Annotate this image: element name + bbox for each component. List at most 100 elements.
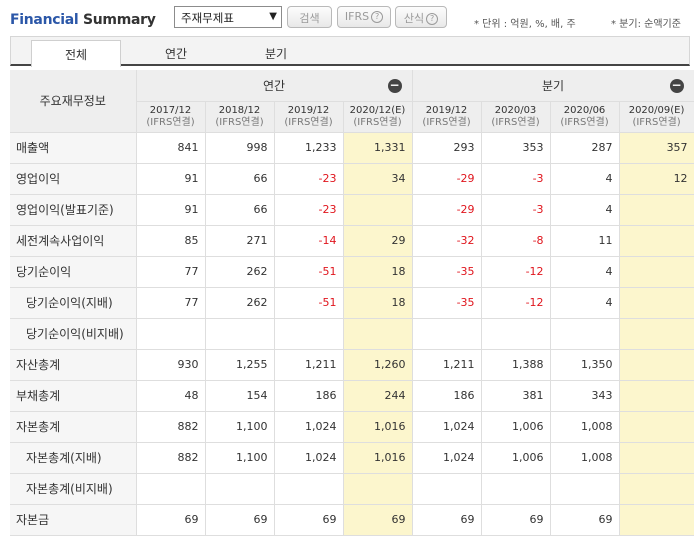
table-cell [619, 504, 694, 536]
row-label: 매출액 [10, 132, 137, 164]
formula-button[interactable]: 산식? [395, 6, 447, 28]
table-cell: -12 [481, 287, 551, 319]
toolbar: Financial Summary 주재무제표 ▼ 검색 IFRS? 산식? *… [0, 0, 694, 36]
table-cell: 69 [550, 504, 620, 536]
table-cell: 1,008 [550, 442, 620, 474]
table-cell [481, 318, 551, 350]
table-cell: -8 [481, 225, 551, 257]
table-row: 자본금 69 69 69 69 69 69 69 [10, 504, 694, 536]
table-cell [412, 318, 482, 350]
column-header: 2019/12 (IFRS연결) [412, 101, 482, 133]
collapse-annual-icon[interactable]: − [387, 78, 402, 93]
table-cell: 69 [205, 504, 275, 536]
table-cell [619, 473, 694, 505]
table-cell: 262 [205, 256, 275, 288]
row-label: 자본총계(비지배) [10, 473, 137, 505]
column-basis: (IFRS연결) [146, 116, 195, 128]
quarter-group-header: 분기 − [412, 70, 694, 102]
financial-summary-table: 주요재무정보 연간 − 분기 − 2017/12 (IFRS연결) 2018/12(… [10, 70, 694, 536]
table-cell: 77 [136, 287, 206, 319]
table-cell [619, 411, 694, 443]
tab-all[interactable]: 전체 [31, 40, 121, 67]
table-cell: 262 [205, 287, 275, 319]
quarter-basis-note: * 분기: 순액기준 [611, 19, 681, 30]
column-header: 2020/03 (IFRS연결) [481, 101, 551, 133]
ifrs-button[interactable]: IFRS? [337, 6, 391, 28]
table-cell: -23 [274, 163, 344, 195]
row-label: 영업이익 [10, 163, 137, 195]
table-cell: 1,016 [343, 411, 413, 443]
table-cell: 1,388 [481, 349, 551, 381]
row-label: 자산총계 [10, 349, 137, 381]
column-header: 2017/12 (IFRS연결) [136, 101, 206, 133]
search-button[interactable]: 검색 [287, 6, 332, 28]
table-cell: 4 [550, 194, 620, 226]
column-period: 2019/12 [287, 104, 330, 116]
table-row: 부채총계 48 154 186 244 186 381 343 [10, 380, 694, 412]
column-basis: (IFRS연결) [215, 116, 264, 128]
row-label: 부채총계 [10, 380, 137, 412]
chevron-down-icon: ▼ [269, 11, 277, 22]
table-cell [205, 473, 275, 505]
table-cell: 12 [619, 163, 694, 195]
column-period: 2020/12(E) [349, 104, 406, 116]
table-cell [619, 318, 694, 350]
table-cell: 4 [550, 256, 620, 288]
table-row: 영업이익(발표기준) 91 66 -23 -29 -3 4 [10, 194, 694, 226]
table-cell: 11 [550, 225, 620, 257]
table-cell [343, 318, 413, 350]
table-cell [619, 256, 694, 288]
table-cell [205, 318, 275, 350]
table-cell: 18 [343, 287, 413, 319]
table-cell: 287 [550, 132, 620, 164]
row-label: 영업이익(발표기준) [10, 194, 137, 226]
statement-type-select[interactable]: 주재무제표 ▼ [174, 6, 282, 28]
table-cell: 18 [343, 256, 413, 288]
table-body: 매출액 841 998 1,233 1,331 293 353 287 357 영업이익 91 66-… [10, 132, 694, 536]
table-row: 당기순이익 77 262 -51 18 -35 -12 4 [10, 256, 694, 288]
table-cell [550, 473, 620, 505]
table-cell: 77 [136, 256, 206, 288]
help-icon: ? [426, 13, 439, 25]
table-cell: 69 [274, 504, 344, 536]
column-header-row: 2017/12 (IFRS연결) 2018/12 (IFRS연결) 2019/12 (IF… [10, 101, 694, 133]
tab-annual[interactable]: 연간 [164, 47, 188, 61]
table-cell: -32 [412, 225, 482, 257]
table-cell: 1,100 [205, 442, 275, 474]
column-basis: (IFRS연결) [353, 116, 402, 128]
column-basis: (IFRS연결) [284, 116, 333, 128]
table-cell: 69 [481, 504, 551, 536]
table-cell: 998 [205, 132, 275, 164]
column-header: 2018/12 (IFRS연결) [205, 101, 275, 133]
table-cell: 1,008 [550, 411, 620, 443]
table-cell: 882 [136, 411, 206, 443]
column-header: 2020/12(E) (IFRS연결) [343, 101, 413, 133]
table-cell: -29 [412, 194, 482, 226]
table-cell [481, 473, 551, 505]
table-cell: 69 [136, 504, 206, 536]
collapse-quarter-icon[interactable]: − [669, 78, 684, 93]
table-cell [136, 318, 206, 350]
table-cell: 1,024 [274, 411, 344, 443]
table-cell: 69 [412, 504, 482, 536]
tab-quarter[interactable]: 분기 [264, 47, 288, 61]
table-cell: 154 [205, 380, 275, 412]
statement-type-value: 주재무제표 [181, 11, 234, 25]
table-cell: 381 [481, 380, 551, 412]
table-cell [619, 349, 694, 381]
table-cell: 1,024 [412, 411, 482, 443]
table-cell: -14 [274, 225, 344, 257]
page-title: Financial Summary [10, 12, 156, 28]
table-cell: 66 [205, 194, 275, 226]
table-cell [343, 194, 413, 226]
row-label: 당기순이익(지배) [10, 287, 137, 319]
table-cell: -23 [274, 194, 344, 226]
table-cell: 34 [343, 163, 413, 195]
table-cell: -12 [481, 256, 551, 288]
table-cell: 930 [136, 349, 206, 381]
row-label: 당기순이익(비지배) [10, 318, 137, 350]
column-period: 2017/12 [149, 104, 192, 116]
table-cell: -3 [481, 163, 551, 195]
table-cell: -35 [412, 256, 482, 288]
table-cell: 91 [136, 163, 206, 195]
